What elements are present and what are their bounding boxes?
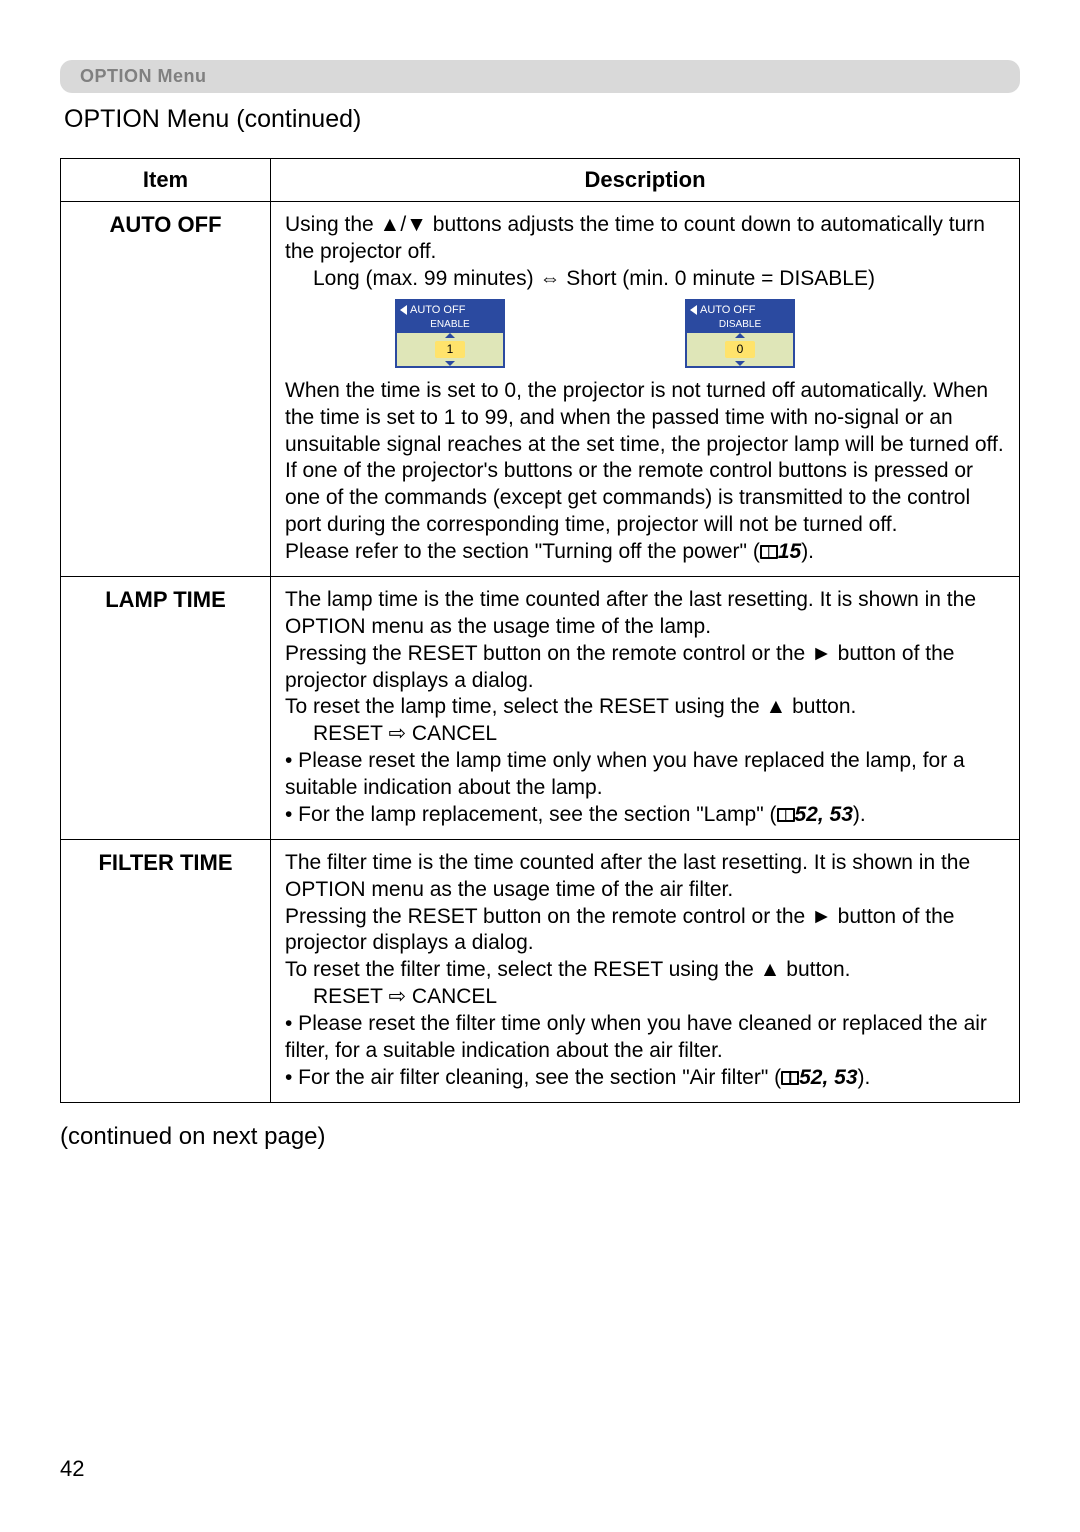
section-title: OPTION Menu (continued) [64,105,1020,134]
text: The filter time is the time counted afte… [285,850,1005,904]
text: Pressing the RESET button on the remote … [285,641,1005,695]
text-part: • For the lamp replacement, see the sect… [285,803,777,826]
text: Using the ▲/▼ buttons adjusts the time t… [285,212,1005,266]
menu-bar: OPTION Menu [60,60,1020,93]
text: Pressing the RESET button on the remote … [285,904,1005,958]
book-icon [781,1071,799,1085]
header-description: Description [271,159,1020,202]
book-icon [777,808,795,822]
book-icon [760,545,778,559]
desc-lamp-time: The lamp time is the time counted after … [271,576,1020,839]
mini-dialog-enable: AUTO OFF ENABLE 1 [395,299,505,368]
text: To reset the lamp time, select the RESET… [285,694,1005,721]
item-filter-time: FILTER TIME [61,839,271,1102]
mini-mode: ENABLE [397,319,503,333]
continued-note: (continued on next page) [60,1123,1020,1151]
table-header-row: Item Description [61,159,1020,202]
text: Long (max. 99 minutes) ⇔ Short (min. 0 m… [285,266,1005,293]
page-ref: 52, 53 [795,803,853,826]
text: The lamp time is the time counted after … [285,587,1005,641]
header-item: Item [61,159,271,202]
text: • For the lamp replacement, see the sect… [285,802,1005,829]
text: • For the air filter cleaning, see the s… [285,1065,1005,1092]
text: To reset the filter time, select the RES… [285,957,1005,984]
mini-title: AUTO OFF [700,303,755,317]
page-number: 42 [60,1456,84,1482]
table-row: AUTO OFF Using the ▲/▼ buttons adjusts t… [61,202,1020,577]
menu-bar-label: OPTION Menu [80,66,207,86]
item-auto-off: AUTO OFF [61,202,271,577]
desc-auto-off: Using the ▲/▼ buttons adjusts the time t… [271,202,1020,577]
mini-screenshots: AUTO OFF ENABLE 1 AUTO OFF DISABLE 0 [285,293,1005,378]
text: RESET ⇨ CANCEL [285,721,1005,748]
table-row: FILTER TIME The filter time is the time … [61,839,1020,1102]
text-part: ). [858,1066,871,1089]
mini-dialog-disable: AUTO OFF DISABLE 0 [685,299,795,368]
mini-mode: DISABLE [687,319,793,333]
option-table: Item Description AUTO OFF Using the ▲/▼ … [60,158,1020,1103]
text: Please refer to the section "Turning off… [285,539,1005,566]
page-ref: 15 [778,540,801,563]
item-lamp-time: LAMP TIME [61,576,271,839]
desc-filter-time: The filter time is the time counted afte… [271,839,1020,1102]
text: • Please reset the lamp time only when y… [285,748,1005,802]
text-part: ). [801,540,814,563]
text: RESET ⇨ CANCEL [285,984,1005,1011]
mini-title: AUTO OFF [410,303,465,317]
text: • Please reset the filter time only when… [285,1011,1005,1065]
triangle-up-icon [735,333,745,338]
text: When the time is set to 0, the projector… [285,378,1005,459]
text: If one of the projector's buttons or the… [285,458,1005,539]
mini-value: 0 [725,341,756,358]
text-part: Please refer to the section "Turning off… [285,540,760,563]
triangle-left-icon [690,305,697,315]
triangle-left-icon [400,305,407,315]
triangle-down-icon [445,361,455,366]
table-row: LAMP TIME The lamp time is the time coun… [61,576,1020,839]
mini-value: 1 [435,341,466,358]
triangle-down-icon [735,361,745,366]
text-part: • For the air filter cleaning, see the s… [285,1066,781,1089]
page-ref: 52, 53 [799,1066,857,1089]
triangle-up-icon [445,333,455,338]
text-part: ). [853,803,866,826]
